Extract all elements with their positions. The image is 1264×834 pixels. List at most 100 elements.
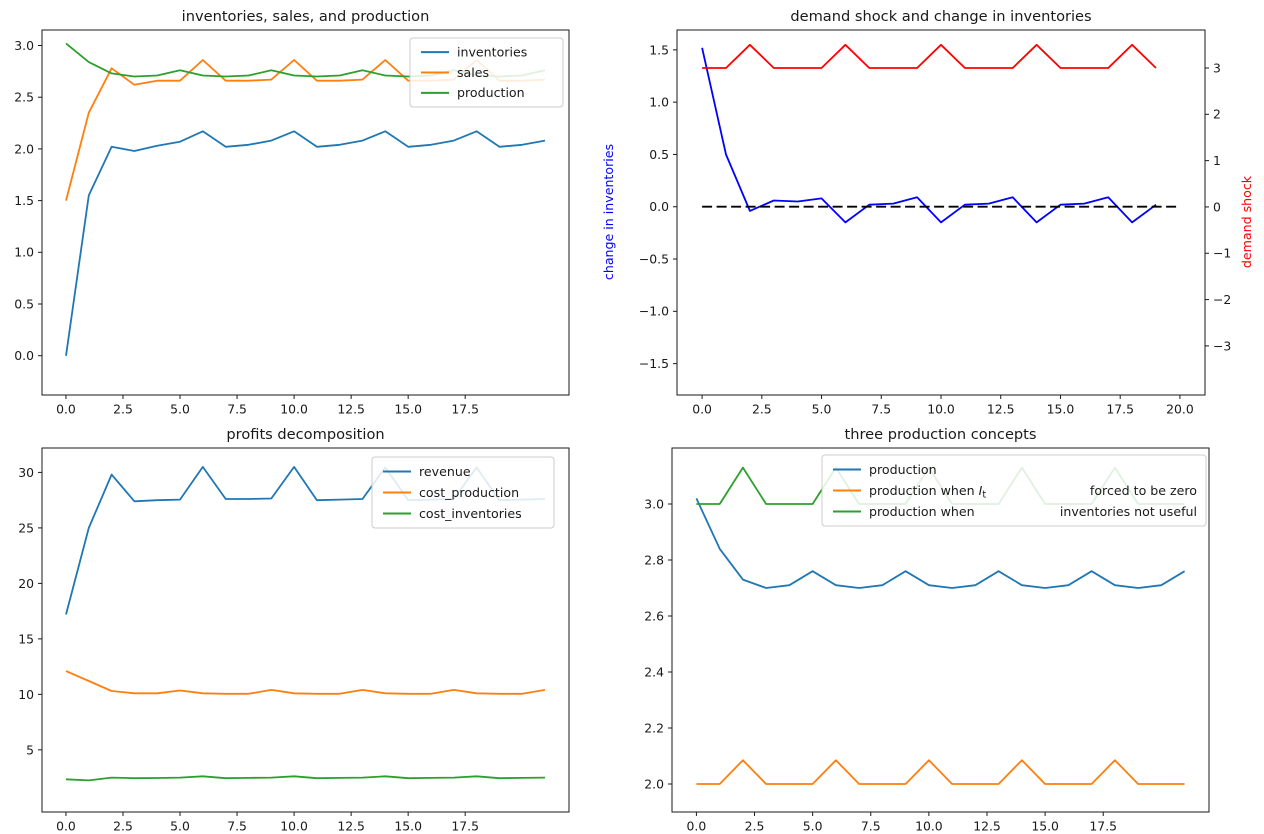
series-line-inventories [65,130,546,356]
x-tick-label: 15.0 [394,402,422,417]
legend-box [409,37,564,108]
series-line-demand-shock [702,43,1157,69]
x-tick-label: 15.0 [1047,402,1075,417]
y-tick-label: 1.0 [649,95,669,110]
y-tick-label: −0.5 [639,251,669,266]
x-tick-label: 12.5 [337,402,365,417]
y-tick-label-right: 2 [1213,107,1221,122]
y-tick-label: 2.0 [14,141,34,156]
y-tick-label-right: −2 [1213,292,1231,307]
legend: inventories sales production [409,37,564,108]
y-tick-label: 2.5 [14,90,34,105]
y-tick-label: 3.0 [644,496,664,511]
y-tick-label: 15 [18,631,34,646]
x-tick-label: 7.5 [227,402,247,417]
subplot-profits-decomposition: 0.0 2.5 5.0 7.5 10.0 12.5 15.0 17.5 5 10 15 20 25 30 p… [18,426,570,834]
y-tick-label-right: −3 [1213,338,1231,353]
series-line-cost-production [65,670,546,695]
x-tick-label: 20.0 [1166,402,1194,417]
x-tick-label: 12.5 [973,819,1001,834]
y-tick-label: 10 [18,687,34,702]
y-axis-left: 0.0 0.5 1.0 1.5 2.0 2.5 3.0 [14,38,42,363]
x-tick-label: 7.5 [227,819,247,834]
x-axis: 0.0 2.5 5.0 7.5 10.0 12.5 15.0 17.5 [56,812,479,834]
x-tick-label: 17.5 [1089,819,1117,834]
x-tick-label: 10.0 [927,402,955,417]
y-tick-label: −1.5 [639,356,669,371]
y-tick-label: 1.5 [14,193,34,208]
series-line-change-in-inventories [701,47,1157,224]
y-tick-label-right: 3 [1213,60,1221,75]
subplot-demand-shock-change-inventories: 0.0 2.5 5.0 7.5 10.0 12.5 15.0 17.5 20.0−1.5−1.0… [601,8,1254,417]
subplot-title: three production concepts [844,426,1036,443]
y-tick-label: 2.2 [644,720,664,735]
x-tick-label: 2.5 [745,819,765,834]
x-tick-label: 15.0 [1031,819,1059,834]
y-tick-label: 0.5 [14,296,34,311]
series-line-production-when-it-forced-to-be-zero [696,759,1185,785]
x-tick-label: 5.0 [812,402,832,417]
x-tick-label: 0.0 [56,402,76,417]
y-tick-label-right: −1 [1213,246,1231,261]
series-line-cost-inventories [65,775,546,782]
x-tick-label: 5.0 [170,402,190,417]
y-tick-label: 5 [26,742,34,757]
y-tick-label-right: 1 [1213,153,1221,168]
y-tick-label: 1.0 [14,245,34,260]
legend-label-production: production [457,85,525,100]
subplot-title: inventories, sales, and production [182,8,430,25]
subplot-three-production-concepts: 0.0 2.5 5.0 7.5 10.0 12.5 15.0 17.5 2.0 2.2 2.4 2.6… [644,426,1210,834]
x-tick-label: 10.0 [915,819,943,834]
x-tick-label: 12.5 [987,402,1015,417]
x-tick-label: 5.0 [170,819,190,834]
axes-frame [41,447,570,813]
y-tick-label: 2.4 [644,664,664,679]
x-tick-label: 0.0 [687,819,707,834]
axes-frame [41,29,570,396]
y-tick-label: 20 [18,576,34,591]
x-tick-label: 5.0 [803,819,823,834]
x-tick-label: 15.0 [394,819,422,834]
legend-label-production-when-i-t: production when It [869,483,986,501]
x-tick-label: 2.5 [113,819,133,834]
legend-label-inventories: inventories [457,45,527,60]
subplot-title: profits decomposition [226,426,384,443]
subplot-inventories-sales-production: 0.0 2.5 5.0 7.5 10.0 12.5 15.0 17.5 0.0 0.5 1.0 1.5… [14,8,570,417]
y-tick-label: 0.0 [14,348,34,363]
y-axis-left: 5 10 15 20 25 30 [18,465,42,757]
y-tick-label: 2.8 [644,552,664,567]
legend-label-production-when: production when [869,504,975,519]
legend-label-production: production [869,462,937,477]
y-axis-left: 2.0 2.2 2.4 2.6 2.8 3.0 [644,496,672,791]
x-tick-label: 2.5 [752,402,772,417]
x-tick-label: 7.5 [871,402,891,417]
legend: revenue cost_production cost_inventories [371,456,555,529]
y-axis-label-left: change in inventories [601,144,616,280]
y-tick-label: 3.0 [14,38,34,53]
y-tick-label: −1.0 [639,304,669,319]
x-tick-label: 7.5 [861,819,881,834]
legend: production production when It forced to be… [821,454,1207,527]
legend-label-revenue: revenue [419,464,471,479]
x-tick-label: 2.5 [113,402,133,417]
y-tick-label: 30 [18,465,34,480]
legend-label-cost-production: cost_production [419,485,519,500]
legend-label-forced-to-be-zero: forced to be zero [1090,483,1197,498]
y-axis-left: −1.5 −1.0 −0.5 0.0 0.5 1.0 1.5 [639,42,677,371]
legend-label-inventories-not-useful: inventories not useful [1060,504,1197,519]
y-tick-label-right: 0 [1213,199,1221,214]
x-tick-label: 17.5 [451,819,479,834]
x-tick-label: 0.0 [56,819,76,834]
y-tick-label: 1.5 [649,42,669,57]
y-tick-label: 0.0 [649,199,669,214]
x-tick-label: 12.5 [337,819,365,834]
x-tick-label: 17.5 [451,402,479,417]
legend-box [371,456,555,529]
y-tick-label: 2.6 [644,608,664,623]
y-tick-label: 25 [18,520,34,535]
legend-box [821,454,1207,527]
y-axis-label-right: demand shock [1239,175,1254,268]
series-line-production [695,498,1186,589]
